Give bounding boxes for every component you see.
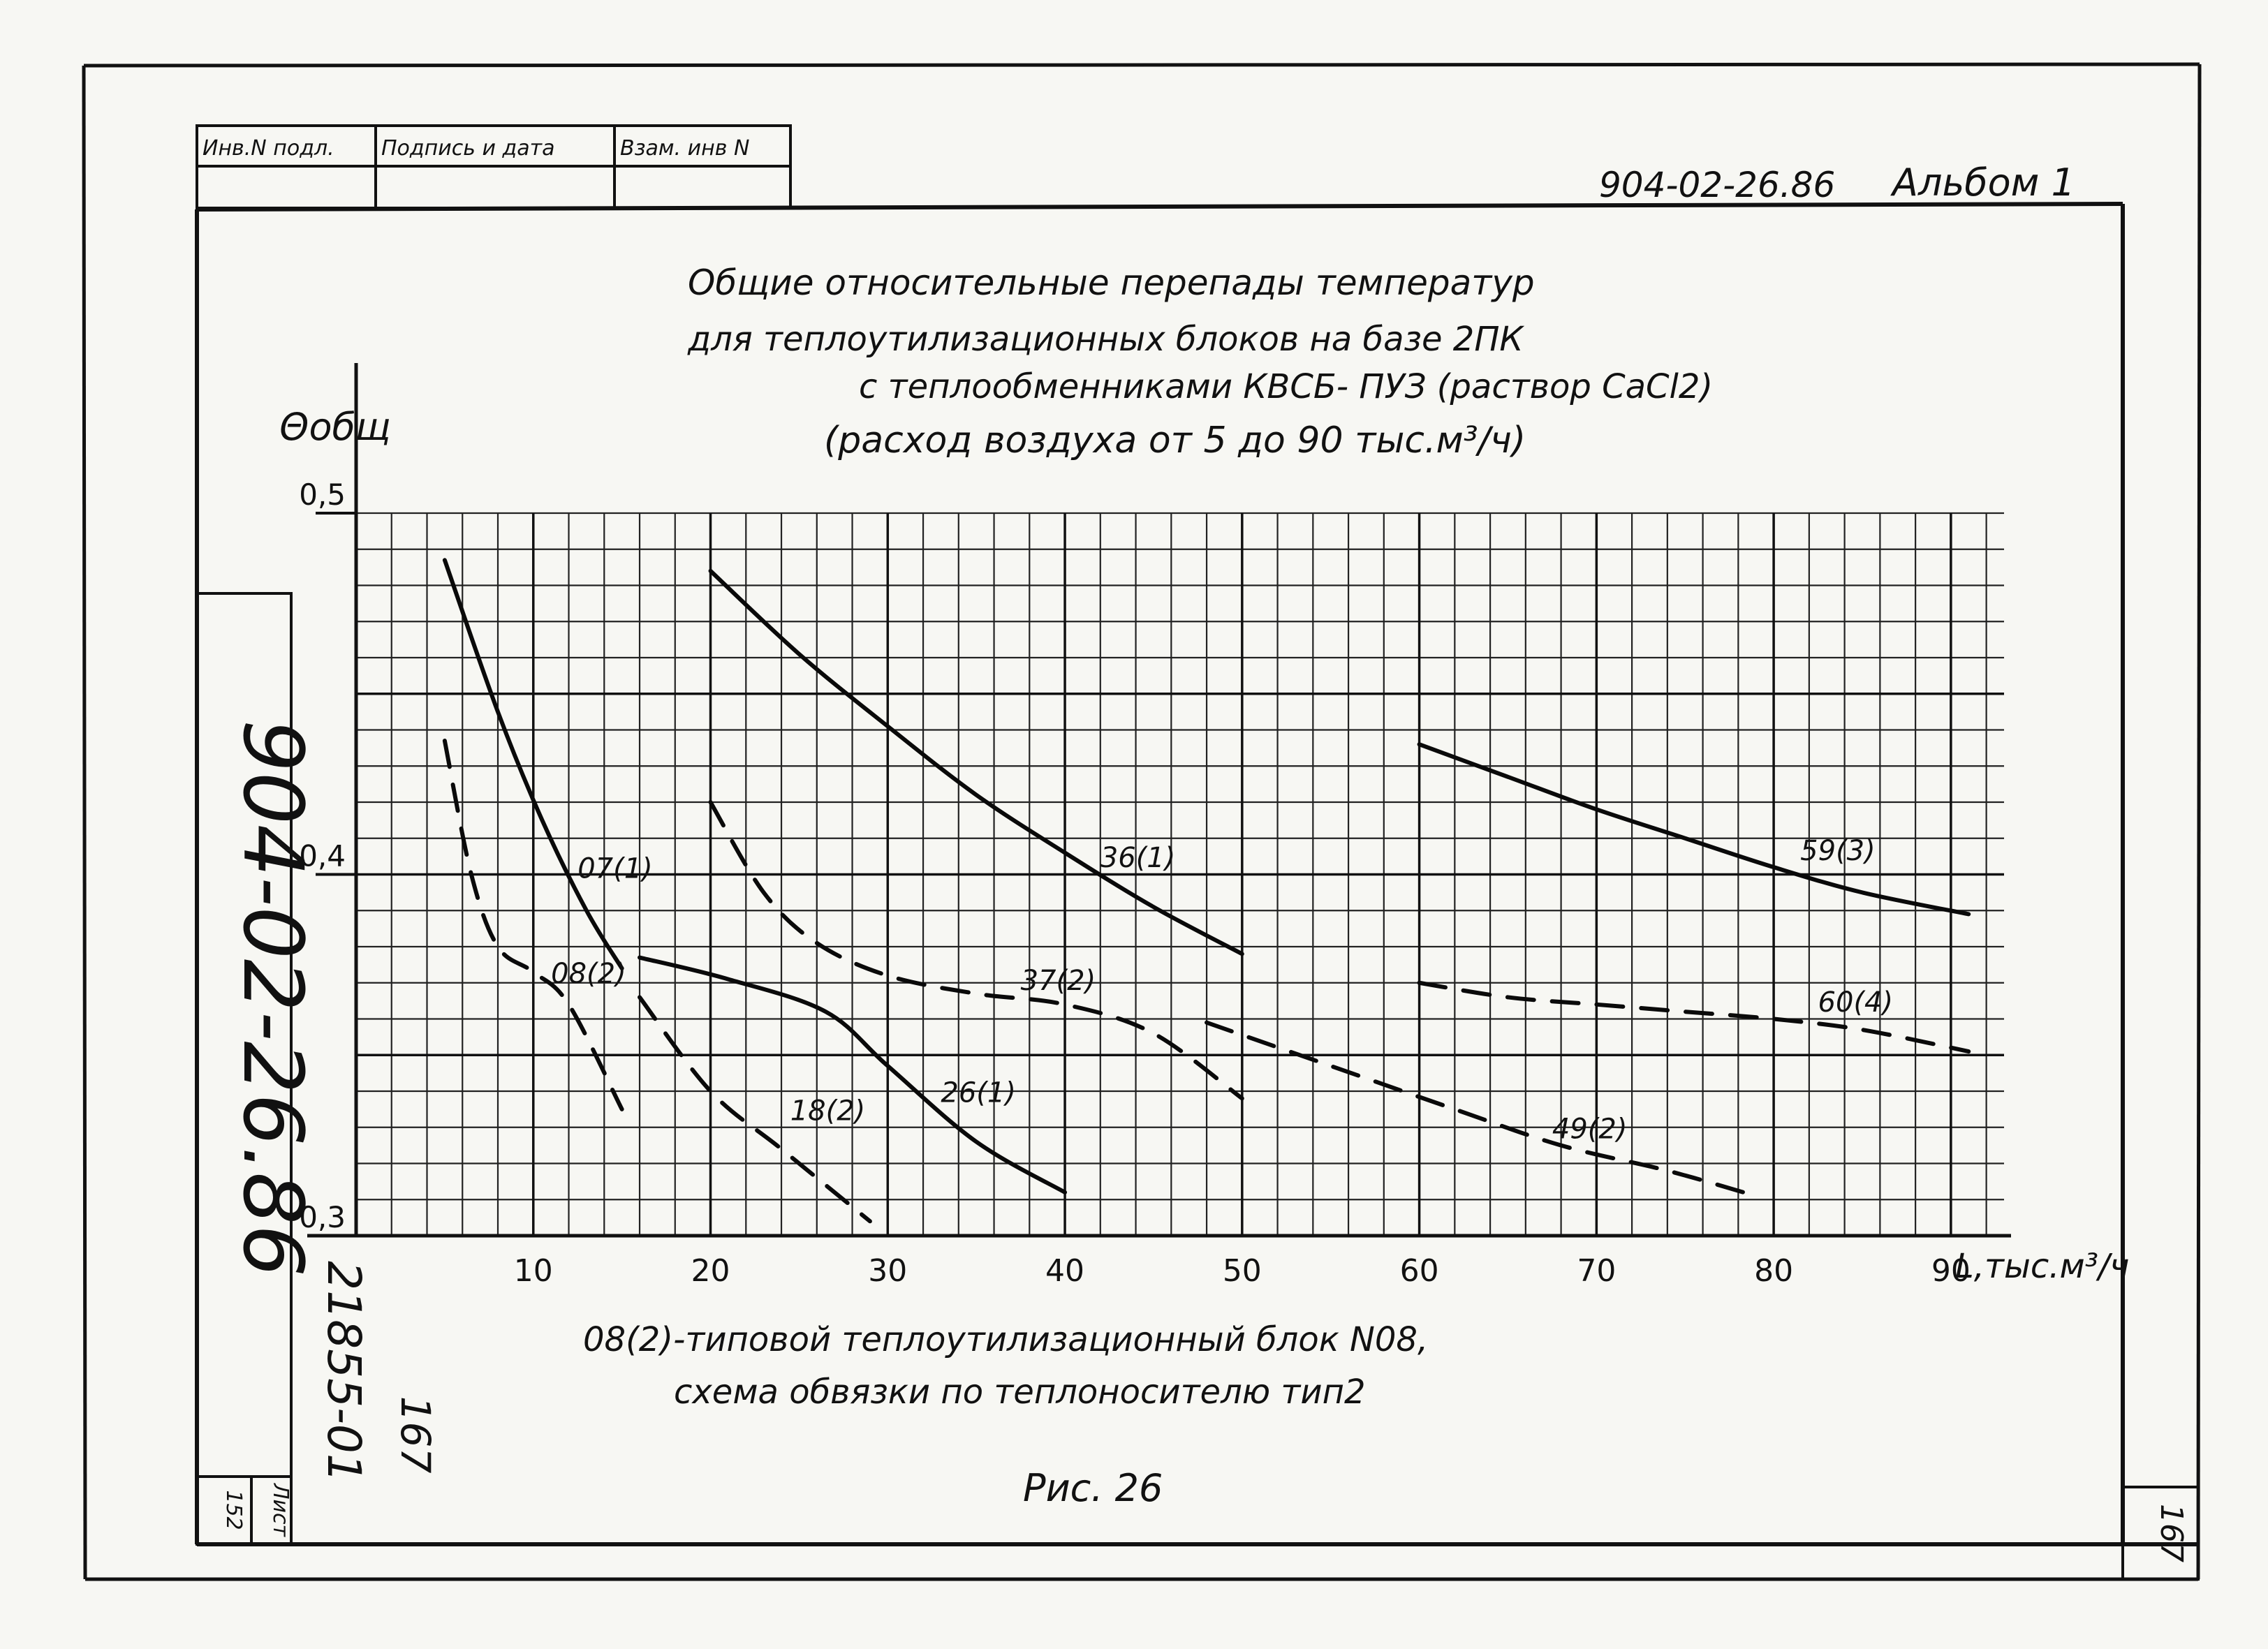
- chart-title-line-3: с теплообменниками КВСБ- ПУЗ (раствор Ca…: [859, 367, 1713, 406]
- vertical-document-code: 904-02-26.86: [225, 720, 321, 1277]
- x-tick-label: 60: [1400, 1253, 1439, 1289]
- x-axis-label: L,тыс.м³/ч: [1955, 1247, 2130, 1286]
- footnote-line-1: 08(2)-типовой теплоутилизационный блок N…: [583, 1320, 1428, 1359]
- series-line-361: [708, 568, 1244, 956]
- x-tick-label: 50: [1223, 1253, 1262, 1289]
- y-tick-label: 0,5: [299, 478, 346, 512]
- sheet-number: 152: [221, 1490, 246, 1530]
- side-strip: [196, 592, 293, 1546]
- figure-caption: Рис. 26: [1023, 1466, 1163, 1510]
- series-line-492: [1205, 1020, 1758, 1199]
- y-tick-label: 0,3: [299, 1200, 346, 1234]
- album-label: Альбом 1: [1890, 161, 2075, 205]
- handwritten-sheet: 167: [392, 1396, 439, 1474]
- series-label-372: 37(2): [1021, 965, 1096, 997]
- corner-sheet-number: 167: [2153, 1504, 2189, 1562]
- document-code: 904-02-26.86: [1599, 165, 1835, 205]
- series-line-182: [638, 995, 872, 1224]
- series-label-082: 08(2): [551, 958, 626, 990]
- x-tick-label: 20: [691, 1253, 730, 1289]
- chart-title-line-1: Общие относительные перепады температур: [688, 262, 1535, 303]
- series-line-604: [1417, 980, 1971, 1054]
- y-axis-label: Θобщ: [279, 405, 391, 449]
- series-line-372: [708, 800, 1244, 1101]
- header-cell-replace: Взам. инв N: [620, 136, 749, 161]
- x-tick-label: 70: [1577, 1253, 1616, 1289]
- series-line-593: [1417, 742, 1971, 917]
- handwritten-code: 21855-01: [317, 1261, 371, 1483]
- series-label-071: 07(1): [577, 853, 653, 885]
- chart-axes: [307, 363, 2011, 1238]
- corner-box: [2121, 1486, 2200, 1581]
- chart-title-line-4: (расход воздуха от 5 до 90 тыс.м³/ч): [824, 420, 1526, 461]
- y-tick-label: 0,4: [299, 839, 346, 873]
- x-tick-label: 10: [514, 1253, 553, 1289]
- chart-title: Общие относительные перепады температур …: [687, 262, 1713, 461]
- series-line-071: [442, 558, 624, 971]
- x-tick-label: 80: [1754, 1253, 1793, 1289]
- series-label-182: 18(2): [790, 1095, 866, 1127]
- header-table: [196, 124, 792, 209]
- sheet-label: Лист: [268, 1483, 293, 1538]
- series-label-492: 49(2): [1552, 1113, 1628, 1145]
- chart-title-line-2: для теплоутилизационных блоков на базе 2…: [687, 320, 1524, 359]
- series-label-593: 59(3): [1800, 835, 1876, 867]
- header-cell-signature: Подпись и дата: [381, 136, 555, 161]
- x-tick-label: 90: [1931, 1253, 1971, 1289]
- chart-series: 07(1) 08(2) 18(2) 26(1) 36(1) 37(2) 49(2) 59(3)…: [442, 558, 1971, 1224]
- chart-grid: [355, 512, 2004, 1237]
- x-tick-label: 40: [1045, 1253, 1084, 1289]
- chart-tick-labels: 10 20 30 40 50 60 70 80 90 0,3 0,4 0,5: [299, 478, 1971, 1289]
- series-line-082: [442, 739, 624, 1111]
- footnote-line-2: схема обвязки по теплоносителю тип2: [674, 1373, 1366, 1412]
- series-line-261: [638, 955, 1068, 1195]
- series-label-604: 60(4): [1818, 986, 1894, 1019]
- chart-plot-area: 10 20 30 40 50 60 70 80 90 0,3 0,4 0,5 07(1) 08(2) 18…: [299, 363, 2011, 1289]
- series-label-361: 36(1): [1100, 842, 1176, 874]
- x-tick-label: 30: [868, 1253, 907, 1289]
- series-label-261: 26(1): [941, 1077, 1016, 1109]
- header-cell-inv: Инв.N подл.: [202, 136, 334, 161]
